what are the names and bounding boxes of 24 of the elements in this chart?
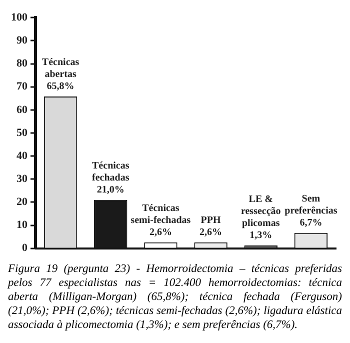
data-label: 2,6% <box>149 226 172 238</box>
x-tick-label: Técnicas fechadas <box>92 160 130 184</box>
x-tick-label: LE & ressecção plicomas <box>240 194 281 229</box>
data-label: 65,8% <box>46 81 74 92</box>
data-label: 21,0% <box>96 184 124 196</box>
y-tick-label: 70 <box>16 80 28 93</box>
text: Figura 19 (pergunta 23) - Hemorroidectomia – técnicas preferidas pelos 77 especialistas nas = 102.400 hemorroidectomias: técnica aberta (Milligan-Morgan) (65,8%); técnica fechada (Ferguson) (21,0%); PPH (2,6%); técnicas semi-fechadas (2,6%); ligadura elástica associada à plicomectomia (1,3%); e sem preferências (6,7%). <box>8 262 342 332</box>
data-label: 2,6% <box>200 226 222 238</box>
x-tick-label: Técnicas abertas <box>42 57 80 80</box>
y-tick-label: 40 <box>16 150 28 162</box>
y-tick-label: 90 <box>16 34 28 47</box>
x-tick-label: Sem preferências <box>284 194 338 217</box>
y-tick-label: 0 <box>22 242 28 254</box>
y-tick-label: 30 <box>16 173 28 186</box>
data-label: 6,7% <box>300 218 322 229</box>
x-tick-label: Técnicas semi-fechadas <box>130 202 191 226</box>
y-tick-label: 60 <box>16 104 28 116</box>
x-tick-label: PPH <box>200 214 222 226</box>
y-tick-label: 80 <box>16 58 28 70</box>
data-label: 1,3% <box>250 230 272 241</box>
y-tick-label: 100 <box>11 11 28 24</box>
y-tick-label: 10 <box>16 219 28 232</box>
y-tick-label: 20 <box>16 196 28 208</box>
y-tick-label: 50 <box>16 126 28 139</box>
